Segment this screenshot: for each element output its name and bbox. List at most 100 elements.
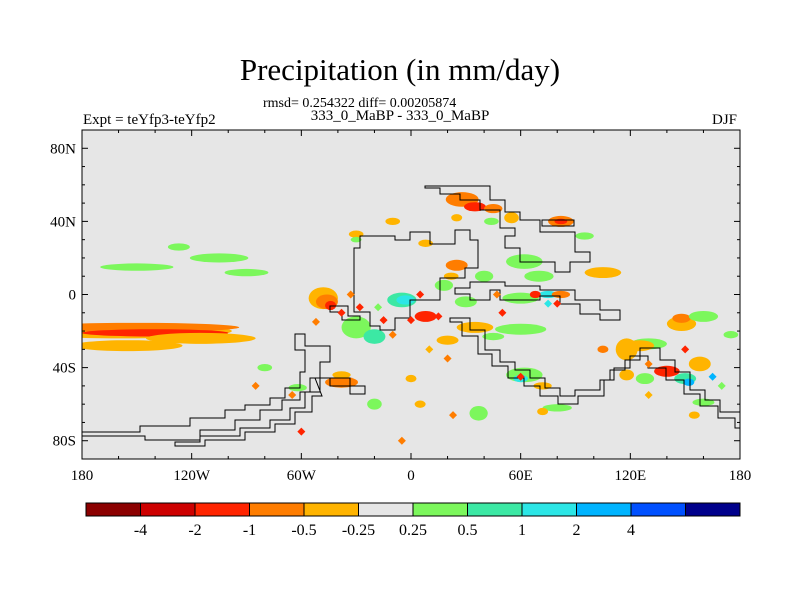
grid-cell-marker [681, 345, 690, 354]
colorbar-swatch [85, 502, 141, 517]
colorbar-label: -1 [243, 522, 256, 539]
anomaly-patch [167, 243, 190, 251]
anomaly-patch [551, 290, 571, 299]
anomaly-patch [688, 411, 700, 419]
anomaly-patch [348, 230, 364, 238]
anomaly-patch [615, 338, 638, 361]
coastline-south-america [82, 333, 331, 441]
season-label: DJF [712, 112, 738, 128]
anomaly-patch [436, 335, 459, 345]
chart-subtitle: 333_0_MaBP - 333_0_MaBP [310, 108, 490, 124]
x-tick-label: 60E [509, 468, 533, 484]
anomaly-patch [688, 310, 719, 322]
grid-cell-marker [492, 290, 501, 299]
colorbar-swatch [685, 502, 741, 517]
anomaly-patch [688, 356, 711, 372]
coastline-africa [449, 317, 740, 429]
colorbar-label: 1 [518, 522, 526, 539]
anomaly-patch [504, 212, 519, 224]
colorbar-swatch [412, 502, 468, 517]
anomaly-patch [683, 378, 695, 386]
anomaly-patch [474, 270, 494, 282]
anomaly-patch [363, 329, 386, 344]
colorbar-swatch [630, 502, 686, 517]
grid-cell-marker [498, 308, 507, 317]
anomaly-patch [502, 292, 539, 304]
anomaly-patch [723, 331, 739, 339]
anomaly-patch [189, 253, 249, 263]
grid-cell-marker [251, 381, 260, 390]
colorbar-label: -0.5 [291, 522, 316, 539]
grid-cell-marker [470, 407, 479, 416]
anomaly-patch [100, 263, 174, 271]
anomaly-patch [537, 407, 549, 416]
anomaly-patch [257, 363, 273, 372]
colorbar-label: 2 [573, 522, 581, 539]
grid-cell-marker [379, 316, 388, 325]
grid-cell-marker [288, 391, 297, 400]
grid-cell-marker [425, 345, 434, 354]
anomaly-patch [575, 232, 594, 240]
stats-line: rmsd= 0.254322 diff= 0.00205874 [263, 96, 457, 111]
coastline-antarctic-ring [174, 377, 366, 447]
coastline-europe-asia [424, 185, 591, 273]
anomaly-patch [495, 323, 547, 335]
anomaly-patch [451, 214, 463, 222]
coastline-north-america [353, 229, 479, 331]
coastline-asia-box [541, 219, 575, 227]
x-tick-label: 120E [614, 468, 646, 484]
grid-cell-marker [644, 391, 653, 400]
anomaly-patch [484, 204, 503, 214]
x-tick-label: 60W [287, 468, 317, 484]
grid-cell-marker [311, 317, 320, 326]
anomaly-patch [454, 296, 477, 308]
grid-cell-marker [708, 372, 717, 381]
grid-cell-marker [337, 308, 346, 317]
coastline-south-asia [454, 281, 621, 321]
y-tick-label: 80N [50, 141, 76, 157]
anomaly-patch [418, 239, 433, 247]
anomaly-patch [469, 405, 488, 421]
grid-cell-marker [553, 299, 562, 308]
anomaly-patch [224, 268, 269, 277]
grid-cell-marker [544, 299, 553, 308]
anomaly-patch [82, 340, 183, 352]
anomaly-patch [584, 267, 622, 279]
anomaly-patch [524, 270, 554, 282]
colorbar-label: 0.25 [399, 522, 427, 539]
grid-cell-marker [388, 330, 397, 339]
anomaly-patch [332, 371, 351, 379]
y-tick-label: 80S [53, 434, 76, 450]
anomaly-patch [484, 217, 499, 226]
y-tick-label: 0 [69, 288, 77, 304]
anomaly-patch [692, 398, 715, 406]
colorbar-label: 0.5 [458, 522, 478, 539]
colorbar-swatch [249, 502, 305, 517]
grid-cell-marker [407, 316, 415, 325]
anomaly-patch [554, 218, 568, 225]
colorbar-label: 4 [627, 522, 635, 539]
colorbar-swatch [576, 502, 632, 517]
grid-cell-marker [374, 303, 383, 312]
anomaly-patch [482, 332, 505, 341]
anomaly-patch [434, 279, 454, 291]
grid-cell-marker [717, 381, 726, 390]
anomaly-patch [350, 236, 362, 243]
x-tick-label: 120W [173, 468, 211, 484]
anomaly-patch [443, 272, 459, 280]
anomaly-patch [445, 259, 468, 271]
grid-cell-marker [297, 427, 306, 436]
anomaly-patch [635, 373, 655, 385]
grid-cell-marker [434, 312, 443, 321]
y-tick-label: 40S [53, 361, 76, 377]
anomaly-patch [367, 398, 382, 410]
colorbar-swatch [358, 502, 414, 517]
y-tick-label: 40N [50, 214, 76, 230]
anomaly-patch [145, 332, 256, 344]
anomaly-patch [542, 404, 572, 412]
anomaly-patch [405, 374, 417, 383]
colorbar-swatch [140, 502, 196, 517]
colorbar-label: -4 [134, 522, 147, 539]
chart-title: Precipitation (in mm/day) [239, 52, 561, 87]
